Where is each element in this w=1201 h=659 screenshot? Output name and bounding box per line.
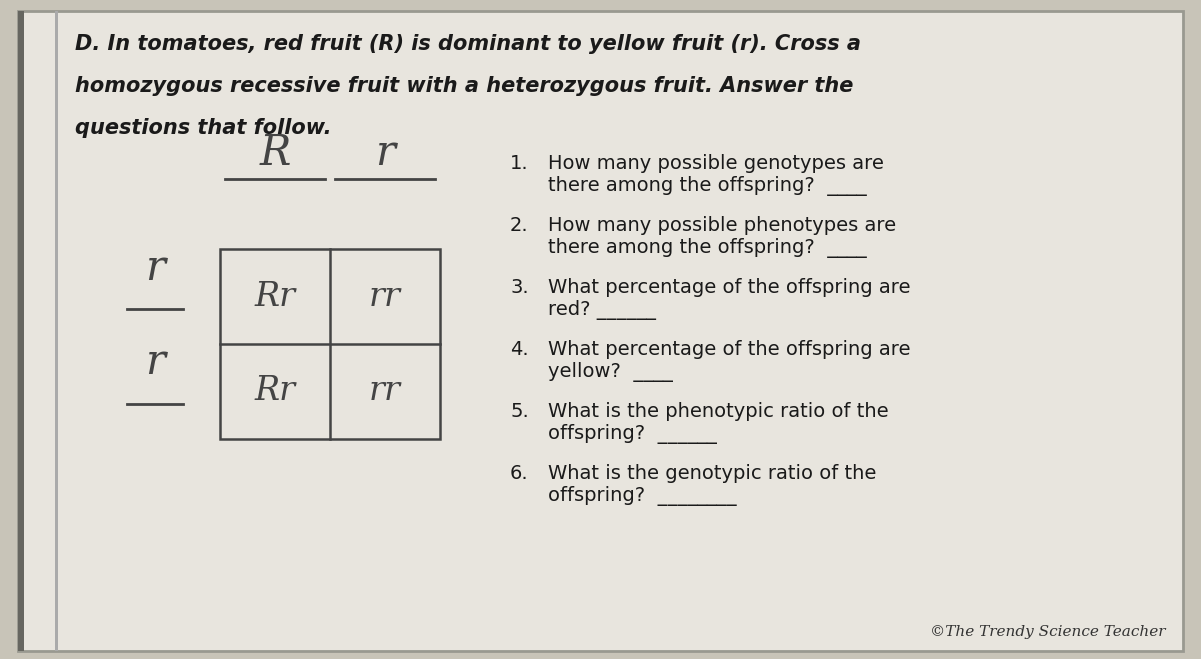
Text: Rr: Rr [255, 376, 295, 407]
Text: rr: rr [369, 376, 401, 407]
Bar [18, 11, 24, 651]
Text: R: R [259, 132, 291, 174]
Text: What percentage of the offspring are: What percentage of the offspring are [548, 340, 910, 359]
Text: 5.: 5. [510, 402, 528, 421]
Text: r: r [375, 132, 395, 174]
Text: rr: rr [369, 281, 401, 312]
Text: offspring?  ________: offspring? ________ [548, 486, 736, 506]
Text: offspring?  ______: offspring? ______ [548, 424, 717, 444]
Text: What percentage of the offspring are: What percentage of the offspring are [548, 278, 910, 297]
Text: 6.: 6. [510, 464, 528, 483]
Text: What is the genotypic ratio of the: What is the genotypic ratio of the [548, 464, 877, 483]
Text: How many possible phenotypes are: How many possible phenotypes are [548, 216, 896, 235]
Bar [220, 249, 440, 439]
Text: What is the phenotypic ratio of the: What is the phenotypic ratio of the [548, 402, 889, 421]
Text: homozygous recessive fruit with a heterozygous fruit. Answer the: homozygous recessive fruit with a hetero… [74, 76, 854, 96]
Text: r: r [145, 246, 165, 289]
Text: 2.: 2. [510, 216, 528, 235]
Text: red? ______: red? ______ [548, 300, 656, 320]
Text: questions that follow.: questions that follow. [74, 118, 331, 138]
Text: there among the offspring?  ____: there among the offspring? ____ [548, 176, 867, 196]
Text: r: r [145, 341, 165, 384]
Bar [55, 11, 58, 651]
Text: there among the offspring?  ____: there among the offspring? ____ [548, 238, 867, 258]
Text: 1.: 1. [510, 154, 528, 173]
Text: yellow?  ____: yellow? ____ [548, 362, 673, 382]
Text: D. In tomatoes, red fruit (R) is dominant to yellow fruit (r). Cross a: D. In tomatoes, red fruit (R) is dominan… [74, 34, 861, 54]
Text: Rr: Rr [255, 281, 295, 312]
Text: 3.: 3. [510, 278, 528, 297]
Text: How many possible genotypes are: How many possible genotypes are [548, 154, 884, 173]
Text: 4.: 4. [510, 340, 528, 359]
Text: ©The Trendy Science Teacher: ©The Trendy Science Teacher [930, 625, 1165, 639]
